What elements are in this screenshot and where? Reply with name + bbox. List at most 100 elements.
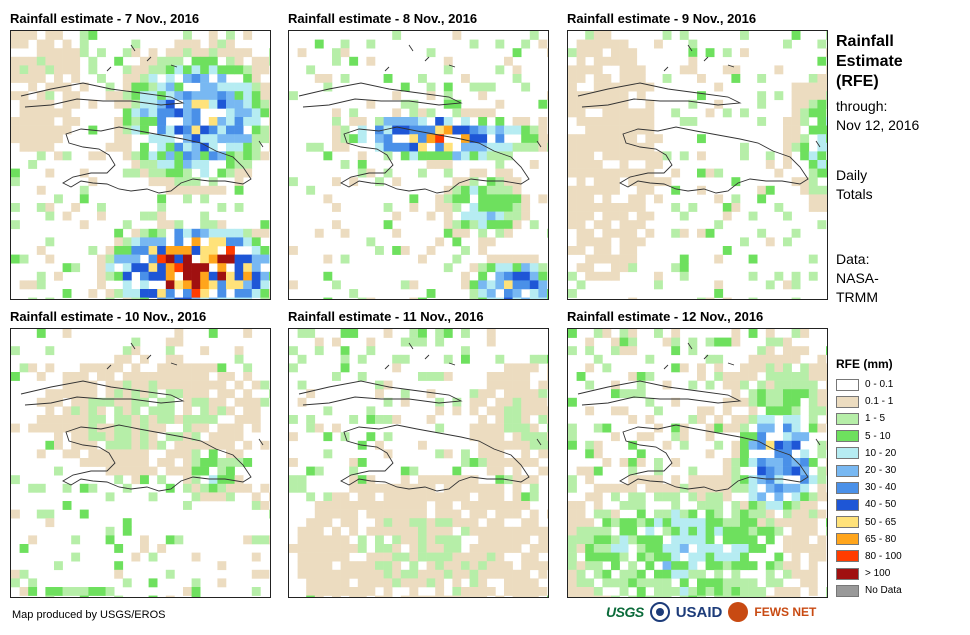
rainfall-cell bbox=[383, 569, 393, 579]
rainfall-cell bbox=[714, 595, 724, 597]
cuba-coastline bbox=[577, 380, 742, 406]
rainfall-cell bbox=[426, 389, 436, 399]
rainfall-cell bbox=[251, 237, 261, 247]
rainfall-cell bbox=[791, 372, 801, 381]
rainfall-cell bbox=[504, 220, 513, 230]
legend-item: 30 - 40 bbox=[836, 479, 902, 496]
rainfall-cell bbox=[748, 406, 758, 416]
rainfall-cell bbox=[791, 354, 801, 364]
rainfall-cell bbox=[478, 440, 488, 450]
rainfall-cell bbox=[512, 203, 522, 212]
rainfall-cell bbox=[817, 449, 827, 459]
rainfall-cell bbox=[157, 220, 167, 230]
rainfall-cell bbox=[332, 552, 341, 562]
rainfall-cell bbox=[332, 108, 341, 118]
rainfall-cell bbox=[140, 380, 149, 390]
rainfall-cell bbox=[731, 535, 741, 545]
rainfall-cell bbox=[512, 142, 522, 152]
rainfall-cell bbox=[486, 501, 496, 510]
rainfall-cell bbox=[671, 561, 681, 571]
rainfall-cell bbox=[191, 263, 201, 273]
rainfall-cell bbox=[593, 74, 603, 83]
rainfall-cell bbox=[243, 237, 253, 247]
rainfall-cell bbox=[45, 99, 55, 109]
rainfall-cell bbox=[495, 297, 505, 299]
rainfall-cell bbox=[765, 509, 775, 519]
rainfall-cell bbox=[297, 48, 307, 58]
rainfall-cell bbox=[62, 125, 72, 135]
rainfall-cell bbox=[478, 151, 488, 161]
rainfall-cell bbox=[122, 65, 132, 75]
rainfall-cell bbox=[36, 397, 46, 407]
rainfall-cell bbox=[568, 108, 577, 118]
rainfall-cell bbox=[765, 415, 775, 424]
rainfall-cell bbox=[593, 354, 603, 364]
rainfall-cell bbox=[740, 380, 749, 390]
rainfall-cell bbox=[45, 397, 55, 407]
rainfall-cell bbox=[243, 458, 253, 467]
rainfall-cell bbox=[88, 363, 98, 373]
rainfall-cell bbox=[593, 544, 603, 553]
rainfall-cell bbox=[426, 211, 436, 221]
rainfall-cell bbox=[585, 440, 595, 450]
rainfall-cell bbox=[495, 99, 505, 109]
rainfall-cell bbox=[243, 151, 253, 161]
rainfall-cell bbox=[97, 372, 106, 381]
rainfall-cell bbox=[131, 117, 141, 126]
rainfall-cell bbox=[585, 142, 595, 152]
rainfall-cell bbox=[791, 380, 801, 390]
rainfall-cell bbox=[174, 91, 184, 101]
rainfall-cell bbox=[208, 246, 218, 255]
rainfall-cell bbox=[791, 483, 801, 493]
rainfall-cell bbox=[521, 475, 531, 485]
rainfall-cell bbox=[217, 466, 227, 476]
rainfall-cell bbox=[774, 65, 784, 75]
rainfall-cell bbox=[349, 587, 359, 596]
rainfall-cell bbox=[705, 337, 715, 347]
rainfall-cell bbox=[217, 492, 227, 502]
rainfall-cell bbox=[122, 91, 132, 101]
rainfall-cell bbox=[243, 329, 253, 338]
legend: 0 - 0.1 0.1 - 1 1 - 5 5 - 10 10 - 20 20 … bbox=[836, 376, 902, 599]
rainfall-cell bbox=[469, 587, 479, 596]
rainfall-cell bbox=[722, 475, 732, 485]
rainfall-cell bbox=[234, 168, 244, 178]
rainfall-cell bbox=[774, 440, 784, 450]
rainfall-cell bbox=[645, 177, 655, 187]
rainfall-cell bbox=[585, 125, 595, 135]
rainfall-cell bbox=[722, 372, 732, 381]
rainfall-cell bbox=[71, 552, 81, 562]
rainfall-cell bbox=[148, 48, 158, 58]
rainfall-cell bbox=[452, 151, 462, 161]
rainfall-cell bbox=[619, 578, 629, 588]
rainfall-cell bbox=[243, 74, 253, 83]
rainfall-cell bbox=[148, 440, 158, 450]
rainfall-cell bbox=[426, 535, 436, 545]
rainfall-cell bbox=[122, 220, 132, 230]
rainfall-cell bbox=[645, 544, 655, 553]
rainfall-cell bbox=[688, 346, 698, 356]
rainfall-cell bbox=[757, 117, 767, 126]
rainfall-cell bbox=[114, 595, 124, 597]
rainfall-cell bbox=[88, 406, 98, 416]
rainfall-cell bbox=[157, 397, 167, 407]
rainfall-cell bbox=[114, 254, 124, 264]
rainfall-cell bbox=[593, 99, 603, 109]
rainfall-cell bbox=[654, 134, 663, 144]
map-graphic-2 bbox=[289, 31, 548, 299]
rainfall-cell bbox=[289, 280, 298, 290]
rainfall-cell bbox=[619, 544, 629, 553]
rainfall-cell bbox=[349, 595, 359, 597]
rainfall-cell bbox=[593, 509, 603, 519]
rainfall-cell bbox=[486, 237, 496, 247]
rainfall-cell bbox=[114, 91, 124, 101]
rainfall-cell bbox=[208, 31, 218, 40]
rainfall-cell bbox=[418, 74, 427, 83]
rainfall-cell bbox=[183, 134, 192, 144]
rainfall-cell bbox=[452, 31, 462, 40]
rainfall-cell bbox=[645, 151, 655, 161]
rainfall-cell bbox=[217, 372, 227, 381]
rainfall-cell bbox=[314, 228, 324, 238]
rainfall-cell bbox=[628, 246, 638, 255]
rainfall-cell bbox=[731, 65, 741, 75]
